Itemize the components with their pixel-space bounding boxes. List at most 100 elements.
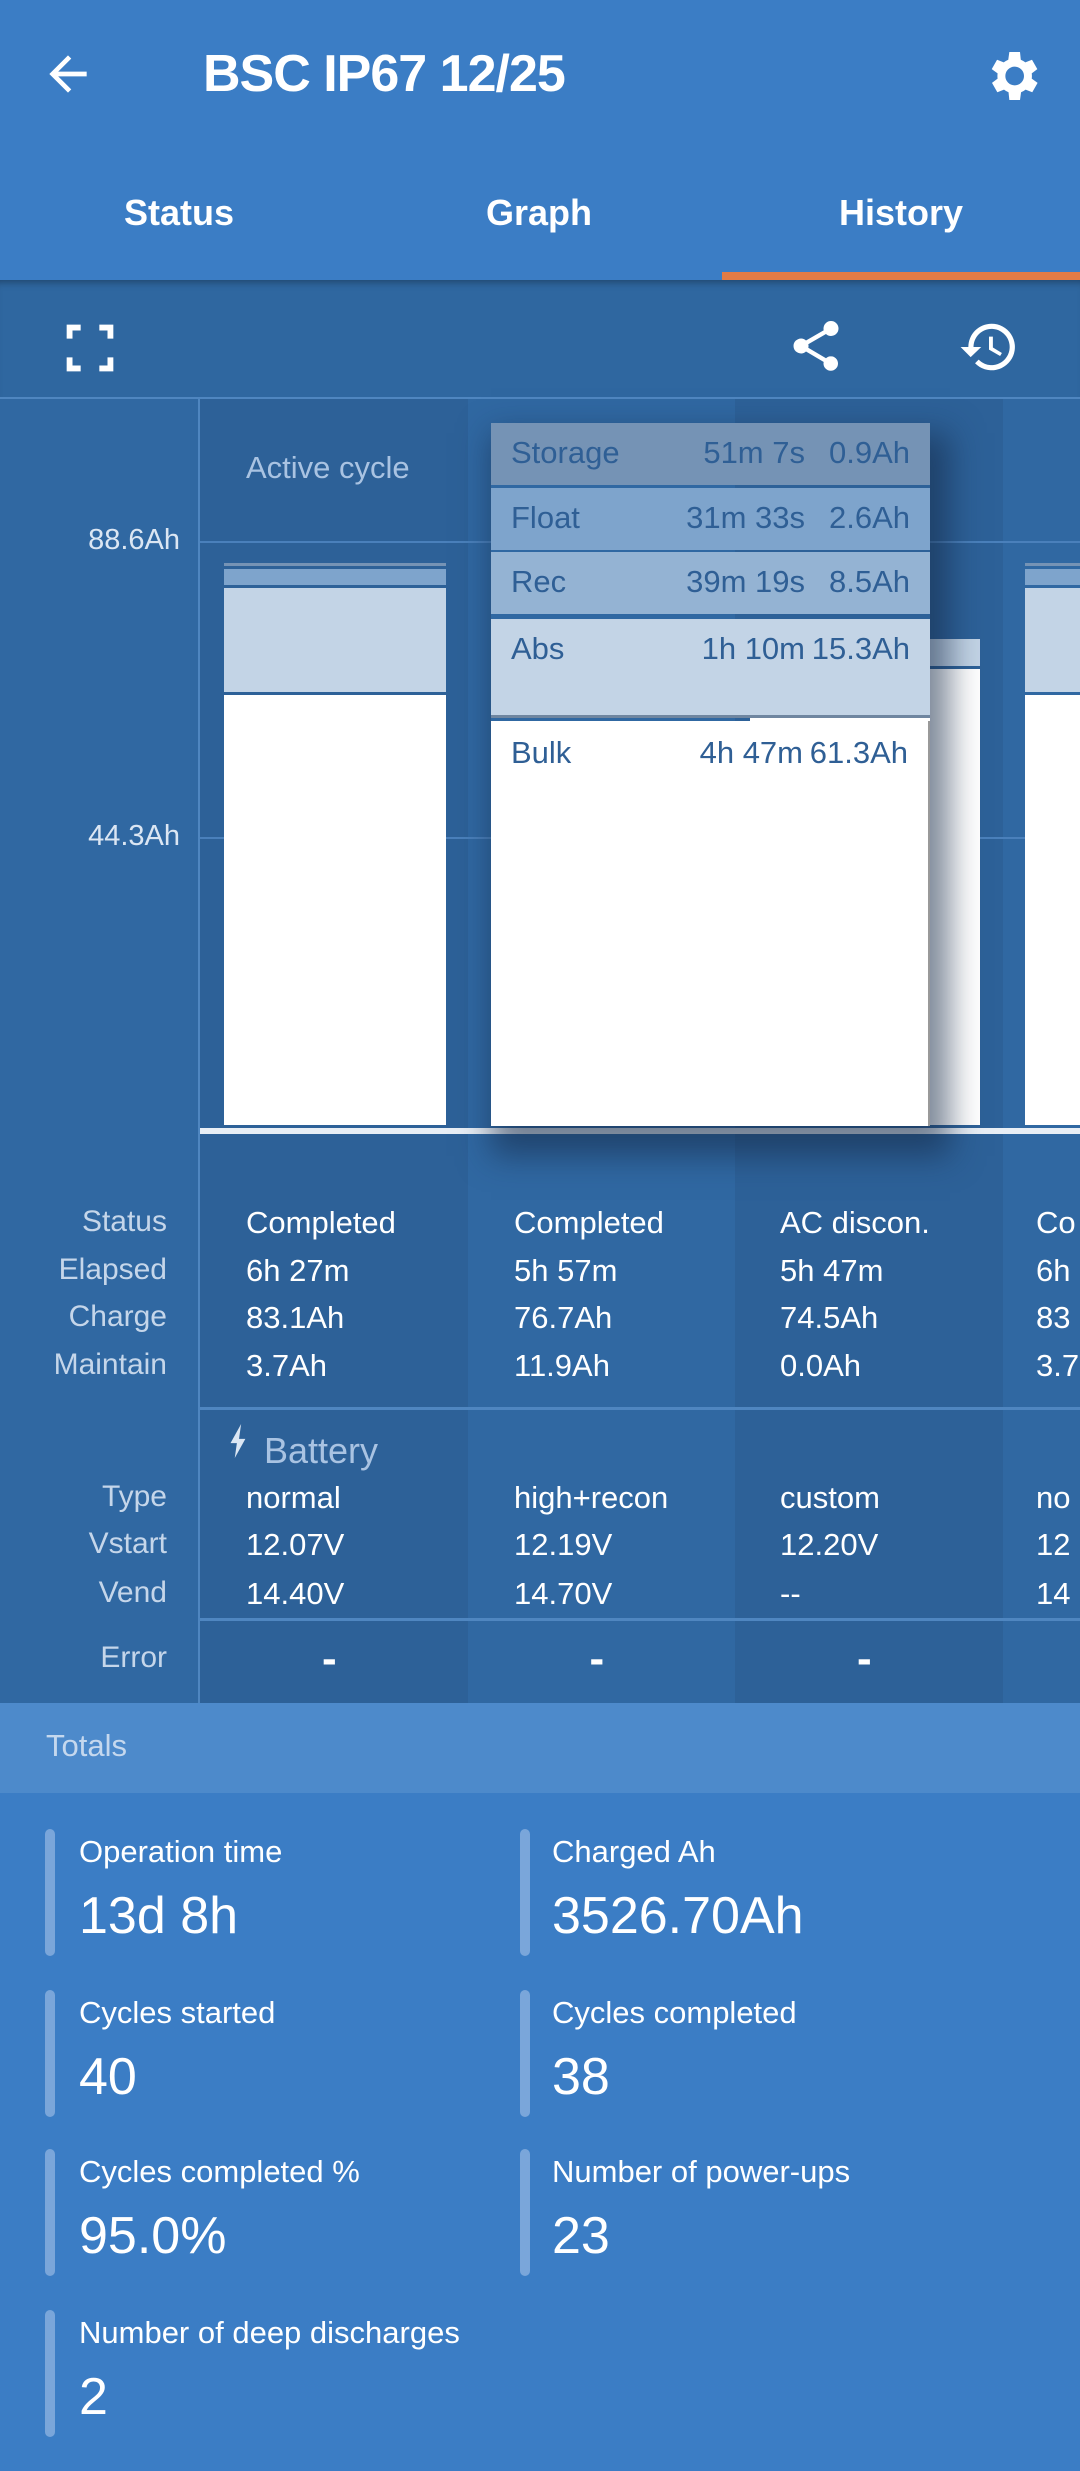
tab-bar: Status Graph History bbox=[0, 145, 1080, 280]
total-label: Charged Ah bbox=[552, 1834, 716, 1869]
stage-time: 1h 10m bbox=[701, 631, 805, 666]
total-label: Cycles started bbox=[79, 1995, 276, 2030]
cell-vend: 14 bbox=[1036, 1576, 1071, 1611]
active-cycle-label: Active cycle bbox=[246, 450, 410, 485]
chart-baseline bbox=[200, 1128, 1080, 1134]
total-accent-bar bbox=[520, 1829, 530, 1956]
cell-vstart: 12.19V bbox=[514, 1527, 613, 1562]
bar-segment-abs[interactable] bbox=[224, 588, 446, 693]
cell-status: Completed bbox=[514, 1205, 664, 1240]
total-value: 2 bbox=[79, 2368, 108, 2426]
row-label-maintain: Maintain bbox=[53, 1348, 167, 1381]
cell-vend: -- bbox=[780, 1576, 801, 1611]
cell-status: Completed bbox=[246, 1205, 396, 1240]
total-label: Cycles completed bbox=[552, 1995, 797, 2030]
cell-charge: 83 bbox=[1036, 1300, 1071, 1335]
active-tab-indicator bbox=[722, 272, 1080, 280]
cell-vend: 14.40V bbox=[246, 1576, 345, 1611]
cell-type: normal bbox=[246, 1480, 341, 1515]
total-value: 40 bbox=[79, 2048, 137, 2106]
cell-error: - bbox=[322, 1634, 337, 1683]
totals-header bbox=[0, 1703, 1080, 1793]
fullscreen-icon[interactable] bbox=[62, 320, 118, 376]
bar-segment-abs[interactable] bbox=[1025, 588, 1080, 693]
tab-graph[interactable]: Graph bbox=[485, 192, 592, 233]
history-restore-icon[interactable] bbox=[958, 316, 1020, 378]
cell-charge: 74.5Ah bbox=[780, 1300, 879, 1335]
cell-vstart: 12.20V bbox=[780, 1527, 879, 1562]
stage-time: 4h 47m bbox=[699, 735, 803, 770]
total-accent-bar bbox=[45, 1990, 55, 2117]
cell-maintain: 3.7Ah bbox=[246, 1348, 328, 1383]
cell-elapsed: 5h 57m bbox=[514, 1253, 618, 1288]
total-accent-bar bbox=[45, 1829, 55, 1956]
app-bar: BSC IP67 12/25 bbox=[0, 0, 1080, 145]
arrow-left-icon[interactable] bbox=[40, 46, 96, 102]
total-value: 38 bbox=[552, 2048, 610, 2106]
total-label: Number of power-ups bbox=[552, 2154, 851, 2189]
history-toolbar bbox=[0, 280, 1080, 399]
stage-time: 39m 19s bbox=[686, 564, 805, 599]
total-value: 13d 8h bbox=[79, 1887, 239, 1945]
bar-segment-float[interactable] bbox=[1025, 568, 1080, 586]
stage-ah: 61.3Ah bbox=[809, 735, 908, 770]
axis-column bbox=[0, 399, 200, 1703]
row-label-vend: Vend bbox=[98, 1576, 167, 1609]
popup-row-rec: Rec 39m 19s 8.5Ah bbox=[491, 552, 930, 614]
tab-status[interactable]: Status bbox=[123, 192, 235, 233]
bar-segment-storage[interactable] bbox=[1025, 563, 1080, 566]
stage-name: Storage bbox=[511, 435, 620, 470]
total-value: 23 bbox=[552, 2207, 610, 2265]
total-value: 95.0% bbox=[79, 2207, 227, 2265]
page-title: BSC IP67 12/25 bbox=[203, 45, 566, 103]
y-tick-label: 44.3Ah bbox=[88, 820, 180, 852]
cell-maintain: 0.0Ah bbox=[780, 1348, 862, 1383]
stage-ah: 8.5Ah bbox=[828, 564, 910, 599]
cell-elapsed: 5h 47m bbox=[780, 1253, 884, 1288]
popup-row-float: Float 31m 33s 2.6Ah bbox=[491, 488, 930, 550]
stage-name: Float bbox=[511, 500, 580, 535]
total-label: Cycles completed % bbox=[79, 2154, 360, 2189]
stage-time: 31m 33s bbox=[686, 500, 805, 535]
divider bbox=[200, 1407, 1080, 1410]
stage-time: 51m 7s bbox=[703, 435, 805, 470]
stage-name: Bulk bbox=[511, 735, 572, 770]
bar-segment-bulk[interactable] bbox=[224, 695, 446, 1125]
popup-row-abs: Abs 1h 10m 15.3Ah bbox=[491, 619, 930, 718]
gear-icon[interactable] bbox=[980, 44, 1044, 108]
y-tick-label: 88.6Ah bbox=[88, 524, 180, 556]
bar-segment-storage[interactable] bbox=[224, 563, 446, 566]
stage-ah: 15.3Ah bbox=[811, 631, 910, 666]
stage-ah: 0.9Ah bbox=[828, 435, 910, 470]
battery-section-label: Battery bbox=[264, 1430, 379, 1471]
lightning-icon bbox=[230, 1424, 246, 1458]
popup-row-storage: Storage 51m 7s 0.9Ah bbox=[491, 423, 930, 485]
total-accent-bar bbox=[520, 1990, 530, 2117]
stage-name: Rec bbox=[511, 564, 567, 599]
cell-type: custom bbox=[780, 1480, 880, 1515]
cell-elapsed: 6h 27m bbox=[246, 1253, 350, 1288]
cell-status: AC discon. bbox=[780, 1205, 930, 1240]
cell-charge: 83.1Ah bbox=[246, 1300, 345, 1335]
bar-segment-bulk[interactable] bbox=[1025, 695, 1080, 1125]
share-icon[interactable] bbox=[786, 316, 846, 376]
total-accent-bar bbox=[45, 2149, 55, 2276]
popup-row-bulk: Bulk 4h 47m 61.3Ah bbox=[491, 721, 930, 1126]
cell-maintain: 3.7 bbox=[1036, 1348, 1080, 1383]
row-label-type: Type bbox=[101, 1480, 167, 1513]
cell-status: Co bbox=[1036, 1205, 1076, 1240]
total-label: Operation time bbox=[79, 1834, 283, 1869]
cell-vend: 14.70V bbox=[514, 1576, 613, 1611]
cell-charge: 76.7Ah bbox=[514, 1300, 613, 1335]
cell-vstart: 12.07V bbox=[246, 1527, 345, 1562]
cell-elapsed: 6h bbox=[1036, 1253, 1071, 1288]
total-accent-bar bbox=[520, 2149, 530, 2276]
row-label-error: Error bbox=[100, 1641, 167, 1674]
row-label-status: Status bbox=[81, 1205, 167, 1238]
total-label: Number of deep discharges bbox=[79, 2315, 460, 2350]
cell-type: high+recon bbox=[514, 1480, 669, 1515]
bar-segment-float[interactable] bbox=[224, 568, 446, 586]
cell-type: no bbox=[1036, 1480, 1071, 1515]
tab-history[interactable]: History bbox=[838, 192, 964, 233]
cell-error: - bbox=[589, 1634, 605, 1683]
